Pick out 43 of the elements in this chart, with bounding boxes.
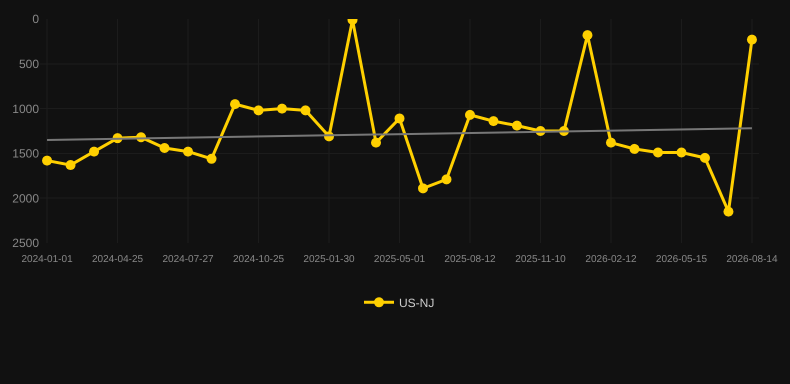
x-tick-label: 2025-11-10 [515, 254, 566, 265]
point [277, 104, 288, 114]
point [746, 34, 757, 45]
point [42, 156, 52, 166]
x-tick-label: 2024-07-27 [162, 254, 214, 265]
y-tick-label: 1500 [12, 146, 40, 161]
x-tick-label: 2024-10-25 [232, 254, 285, 265]
point [676, 148, 686, 158]
y-tick-label: 1000 [12, 102, 40, 116]
point [441, 174, 452, 184]
y-tick-label: 2000 [12, 191, 40, 206]
point [418, 183, 428, 194]
point [488, 116, 498, 126]
y-tick-label: 0 [32, 12, 40, 26]
point [723, 206, 734, 217]
point [652, 148, 663, 158]
y-tick-label: 2500 [12, 236, 40, 250]
y-tick-label: 500 [18, 57, 40, 71]
legend-label: US-NJ [399, 296, 434, 310]
point [89, 146, 100, 157]
x-tick-label: 2026-02-12 [585, 254, 637, 265]
x-tick-label: 2024-04-25 [92, 254, 144, 265]
point [629, 144, 640, 154]
x-tick-label: 2025-01-30 [303, 254, 356, 265]
point [394, 113, 404, 124]
point [700, 152, 710, 163]
x-tick-label: 2026-08-14 [726, 254, 778, 265]
point [300, 105, 311, 116]
point [230, 99, 240, 110]
point [160, 143, 170, 154]
x-tick-label: 2025-08-12 [444, 254, 496, 265]
point [66, 160, 76, 170]
x-tick-label: 2026-05-15 [656, 254, 708, 265]
point [183, 146, 194, 157]
point [464, 110, 475, 120]
x-tick-label: 2024-01-01 [21, 254, 74, 265]
x-tick-label: 2025-05-01 [374, 254, 426, 265]
point [206, 154, 217, 164]
point [582, 30, 592, 40]
point [606, 138, 616, 148]
point [512, 120, 522, 131]
point [254, 105, 264, 116]
point [371, 138, 381, 148]
